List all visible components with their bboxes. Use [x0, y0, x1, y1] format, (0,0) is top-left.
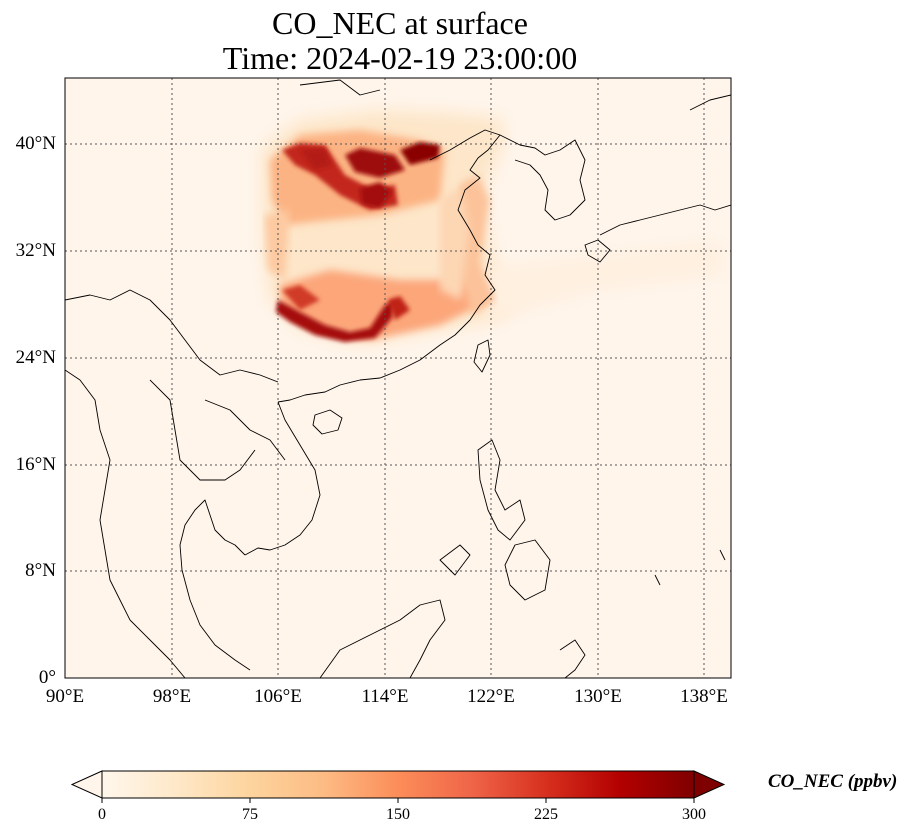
- colorbar-gradient: [102, 771, 694, 798]
- colorbar-extend-min: [70, 770, 103, 799]
- coastlines: [65, 79, 731, 678]
- mainland-border-north: [65, 289, 279, 383]
- north-border: [299, 79, 381, 96]
- figure-title: CO_NEC at surface: [272, 5, 528, 41]
- lat-tick-32N: 32°N: [15, 240, 56, 261]
- lat-tick-0: 0°: [38, 667, 56, 688]
- hainan: [312, 409, 343, 435]
- lon-tick-130E: 130°E: [574, 686, 622, 707]
- lat-tick-24N: 24°N: [15, 347, 56, 368]
- plume-south-west: [282, 285, 320, 310]
- lon-tick-114E: 114°E: [361, 686, 409, 707]
- colorbar-extend-max: [693, 770, 726, 799]
- lon-tick-122E: 122°E: [467, 686, 515, 707]
- borneo-north: [319, 599, 446, 678]
- colorbar-tick-300: 300: [682, 806, 706, 823]
- lon-tick-90E: 90°E: [45, 686, 85, 707]
- colorbar-tick-0: 0: [98, 806, 106, 823]
- taiwan: [473, 339, 491, 373]
- japan-north: [689, 94, 731, 111]
- inner-border-2: [204, 399, 286, 461]
- colorbar: [70, 770, 726, 803]
- lat-tick-8N: 8°N: [25, 560, 56, 581]
- vietnam-coast: [244, 401, 321, 556]
- luzon: [477, 439, 526, 541]
- myanmar-coast: [65, 369, 131, 621]
- mindanao: [504, 539, 551, 601]
- inner-border-1: [149, 379, 256, 481]
- lat-tick-16N: 16°N: [15, 454, 56, 475]
- plume-north-core1: [345, 148, 405, 178]
- japan-kyushu: [584, 239, 611, 263]
- malay-peninsula: [129, 619, 186, 678]
- palawan: [439, 544, 471, 576]
- colorbar-tick-75: 75: [242, 806, 258, 823]
- gulf-thailand: [179, 499, 251, 671]
- gridlines: [65, 78, 731, 678]
- sulawesi: [559, 639, 586, 678]
- lat-tick-40N: 40°N: [15, 133, 56, 154]
- map-frame: [64, 77, 732, 679]
- plume-north-core4: [300, 148, 332, 170]
- lon-tick-98E: 98°E: [152, 686, 192, 707]
- lon-tick-138E: 138°E: [680, 686, 728, 707]
- plume-south-east: [388, 296, 410, 320]
- pacific-islets: [654, 549, 726, 586]
- japan-honshu: [599, 204, 731, 236]
- colorbar-label: CO_NEC (ppbv): [768, 771, 898, 792]
- colorbar-tick-150: 150: [386, 806, 410, 823]
- plume-south-arc: [276, 300, 395, 342]
- plume-north-core2: [400, 142, 440, 165]
- korea-coast: [499, 134, 586, 221]
- plume-north-core3: [360, 182, 392, 208]
- lon-tick-106E: 106°E: [254, 686, 302, 707]
- colorbar-tick-225: 225: [534, 806, 558, 823]
- figure-subtitle-time: Time: 2024-02-19 23:00:00: [222, 40, 578, 76]
- china-coast: [277, 129, 501, 403]
